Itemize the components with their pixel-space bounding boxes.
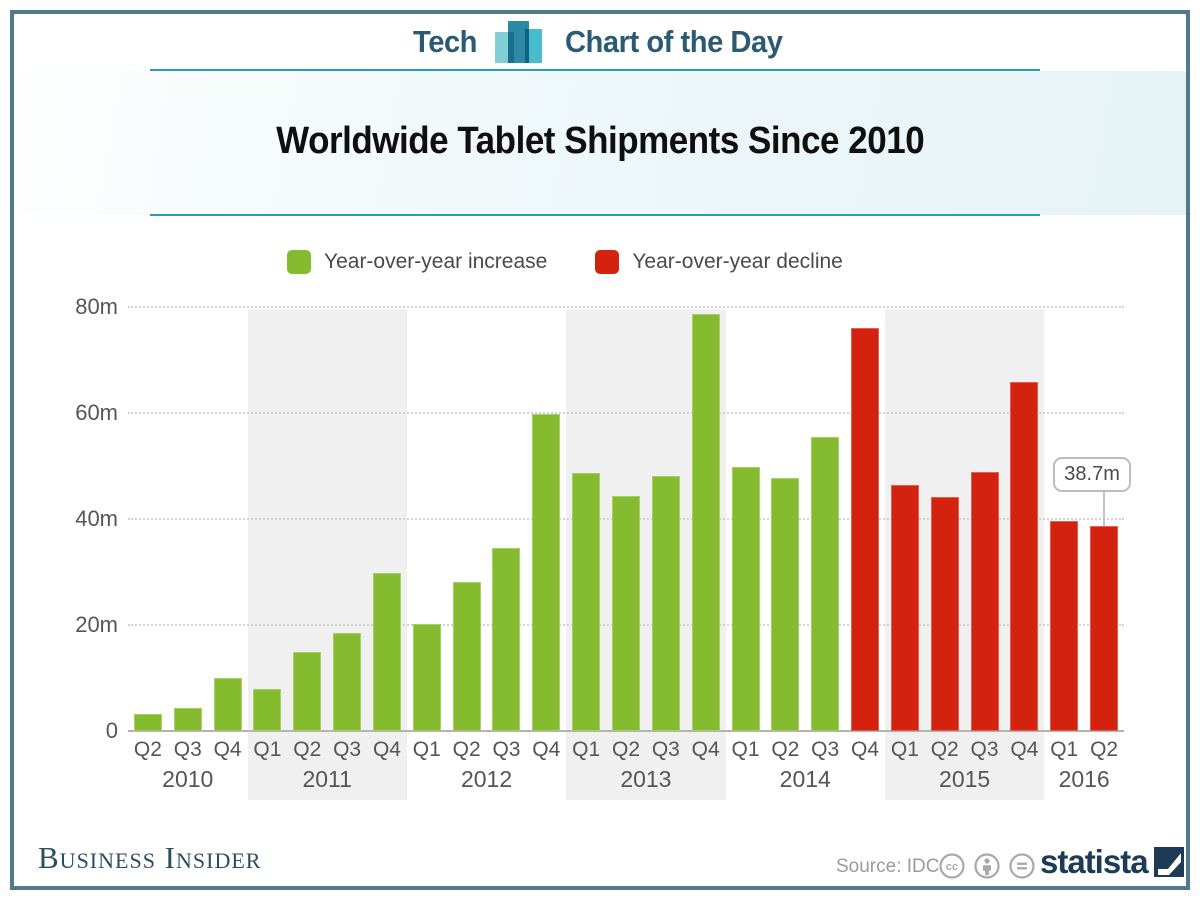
x-axis-line — [128, 730, 1124, 732]
bar-2010-Q2 — [133, 714, 162, 731]
quarter-label-2015-Q3: Q3 — [970, 738, 999, 761]
title-background-band — [14, 71, 1186, 215]
bar-2016-Q1 — [1050, 521, 1079, 731]
source-text: Source: IDC — [836, 856, 940, 877]
bar-2011-Q4 — [372, 573, 401, 731]
bar-2010-Q3 — [173, 708, 202, 731]
gridline-60m — [128, 412, 1124, 414]
y-tick-label-0: 0 — [105, 718, 118, 743]
business-insider-logo: Business Insider — [38, 840, 262, 875]
quarter-label-2015-Q4: Q4 — [1010, 738, 1039, 761]
statista-wordmark: statista — [1040, 843, 1149, 880]
bar-2011-Q2 — [293, 652, 322, 731]
bar-2013-Q3 — [651, 476, 680, 731]
header-brand-left: Tech — [412, 24, 477, 59]
bar-2014-Q1 — [731, 467, 760, 731]
y-tick-label-80m: 80m — [75, 294, 118, 319]
bar-2011-Q1 — [253, 689, 282, 731]
year-label-2016: 2016 — [1058, 766, 1110, 792]
quarter-label-2010-Q4: Q4 — [213, 738, 242, 761]
statista-logo: statista — [1040, 843, 1184, 881]
quarter-label-2012-Q1: Q1 — [412, 738, 441, 761]
annotation-callout: 38.7m — [1053, 457, 1132, 492]
bar-2014-Q4 — [851, 328, 880, 731]
y-tick-label-40m: 40m — [75, 506, 118, 531]
bar-2012-Q2 — [452, 582, 481, 731]
bar-2012-Q1 — [412, 624, 441, 731]
quarter-label-2011-Q4: Q4 — [372, 738, 401, 761]
equal-icon — [1009, 853, 1035, 879]
page-title: Worldwide Tablet Shipments Since 2010 — [275, 120, 925, 162]
bar-2015-Q3 — [970, 472, 999, 731]
bar-2013-Q1 — [572, 473, 601, 731]
quarter-label-2013-Q3: Q3 — [651, 738, 680, 761]
quarter-label-2016-Q1: Q1 — [1050, 738, 1079, 761]
bar-2014-Q3 — [811, 437, 840, 731]
header-divider-line — [150, 69, 1040, 71]
quarter-label-2010-Q2: Q2 — [133, 738, 162, 761]
bar-2015-Q1 — [890, 485, 919, 731]
bar-2011-Q3 — [333, 633, 362, 731]
bar-2010-Q4 — [213, 678, 242, 731]
bar-2012-Q4 — [532, 414, 561, 731]
quarter-label-2011-Q2: Q2 — [293, 738, 322, 761]
bar-2013-Q4 — [691, 314, 720, 731]
logo-bar-right — [524, 29, 542, 63]
quarter-label-2012-Q4: Q4 — [532, 738, 561, 761]
legend-label-decline: Year-over-year decline — [632, 250, 843, 273]
quarter-label-2015-Q1: Q1 — [890, 738, 919, 761]
year-label-2014: 2014 — [779, 766, 831, 792]
quarter-label-2012-Q3: Q3 — [492, 738, 521, 761]
legend-item-decline: Year-over-year decline — [595, 250, 843, 274]
year-label-2015: 2015 — [939, 766, 991, 792]
quarter-label-2010-Q3: Q3 — [173, 738, 202, 761]
bar-2015-Q2 — [930, 497, 959, 731]
quarter-label-2011-Q1: Q1 — [253, 738, 282, 761]
gridline-80m — [128, 306, 1124, 308]
license-icons: cc — [938, 852, 1036, 880]
increase-swatch — [287, 250, 311, 274]
quarter-label-2013-Q1: Q1 — [572, 738, 601, 761]
bar-2014-Q2 — [771, 478, 800, 731]
legend-item-increase: Year-over-year increase — [287, 250, 547, 274]
bar-chart-logo-icon — [494, 21, 542, 63]
y-tick-label-60m: 60m — [75, 400, 118, 425]
quarter-label-2014-Q1: Q1 — [731, 738, 760, 761]
year-label-2012: 2012 — [460, 766, 513, 792]
quarter-label-2012-Q2: Q2 — [452, 738, 481, 761]
svg-text:cc: cc — [946, 861, 958, 873]
statista-icon — [1153, 847, 1184, 877]
quarter-label-2013-Q2: Q2 — [611, 738, 640, 761]
attribution-icon — [974, 853, 1000, 879]
chart-legend: Year-over-year increase Year-over-year d… — [287, 250, 843, 274]
decline-swatch — [595, 250, 620, 274]
quarter-label-2013-Q4: Q4 — [691, 738, 720, 761]
quarter-label-2014-Q3: Q3 — [811, 738, 840, 761]
quarter-label-2016-Q2: Q2 — [1090, 738, 1119, 761]
y-tick-label-20m: 20m — [75, 612, 118, 637]
annotation-connector — [1103, 488, 1106, 526]
bar-2013-Q2 — [612, 496, 640, 731]
quarter-label-2014-Q4: Q4 — [851, 738, 880, 761]
bar-2015-Q4 — [1010, 382, 1039, 731]
year-label-2013: 2013 — [620, 766, 672, 792]
cc-icon: cc — [939, 853, 965, 879]
quarter-label-2014-Q2: Q2 — [771, 738, 800, 761]
header-brand-right: Chart of the Day — [564, 24, 783, 59]
header: Tech Chart of the Day — [0, 21, 1200, 63]
bar-2016-Q2 — [1090, 526, 1119, 731]
legend-label-increase: Year-over-year increase — [324, 250, 548, 273]
year-label-2011: 2011 — [302, 766, 352, 792]
logo-bar-middle — [507, 21, 529, 63]
year-label-2010: 2010 — [162, 766, 214, 792]
bar-2012-Q3 — [492, 548, 521, 731]
quarter-label-2011-Q3: Q3 — [333, 738, 362, 761]
quarter-label-2015-Q2: Q2 — [930, 738, 959, 761]
title-divider-line — [150, 214, 1040, 216]
